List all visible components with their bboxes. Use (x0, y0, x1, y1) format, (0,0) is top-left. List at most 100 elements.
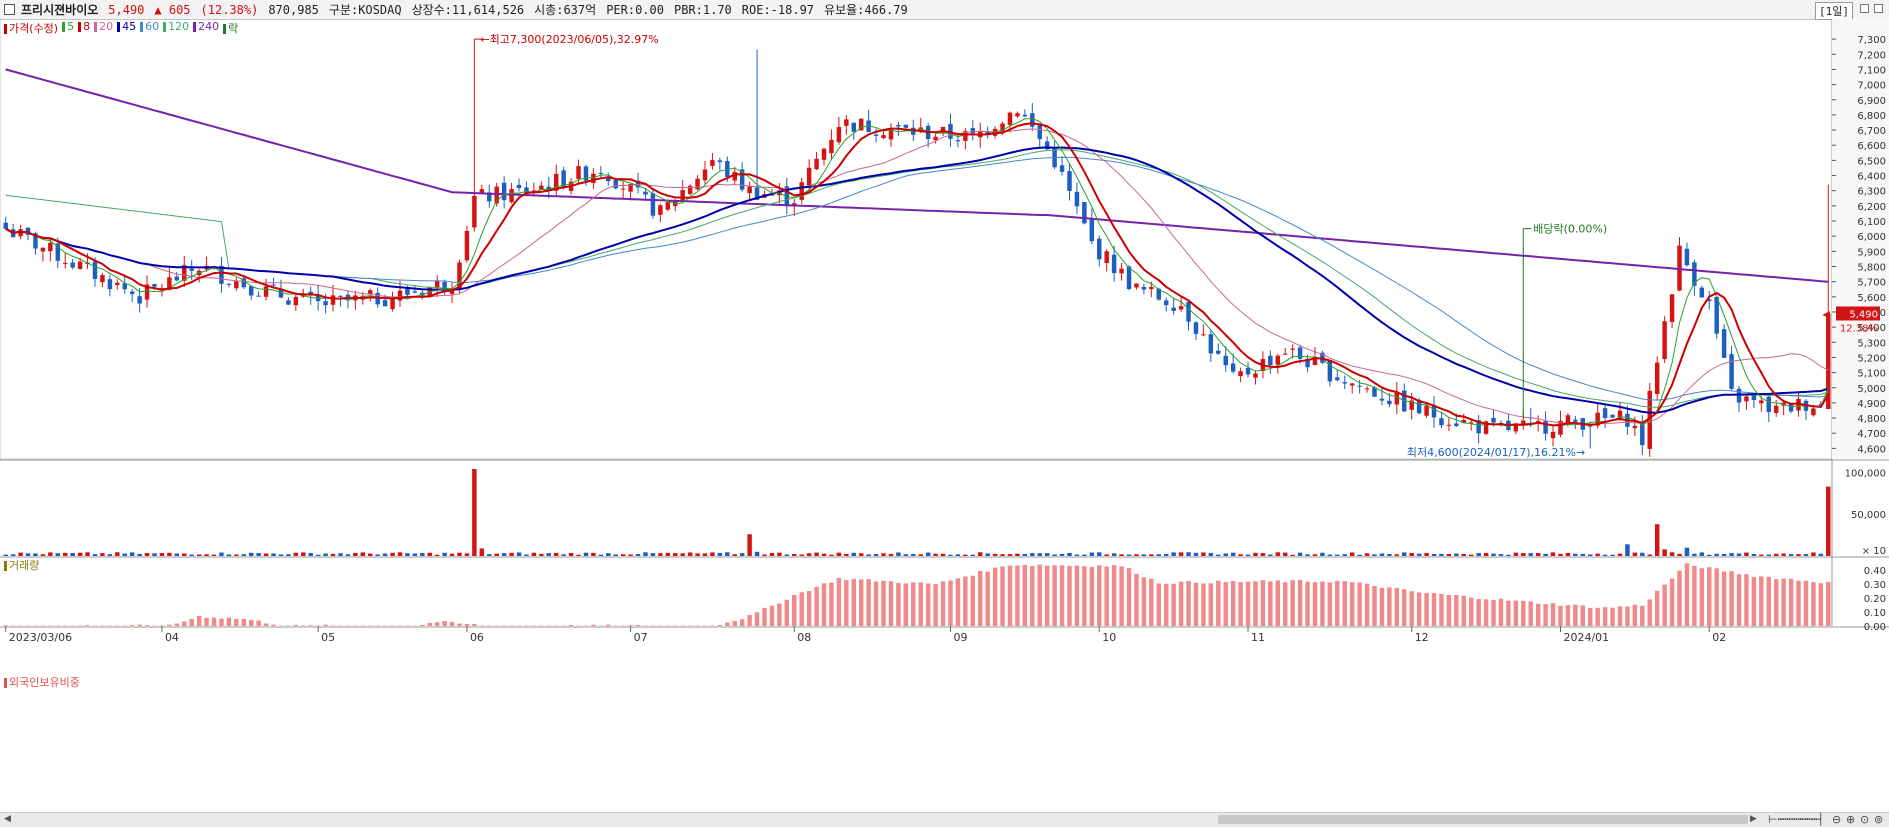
maximize-icon[interactable] (1874, 4, 1883, 13)
volume-bar (1714, 554, 1718, 556)
candle-body (472, 196, 476, 227)
volume-bar (85, 552, 89, 556)
volume-bar (494, 554, 498, 556)
volume-bar (1127, 555, 1131, 556)
ma-60-line (6, 157, 1829, 400)
candle-body (1149, 287, 1153, 289)
volume-bar (978, 552, 982, 556)
foreign-bar (1268, 581, 1272, 626)
zoom-slider[interactable]: ⊢┅┅┅┅┅┅┤ (1768, 813, 1824, 826)
foreign-bar (294, 625, 298, 626)
price-change: ▲ 605 (154, 3, 190, 17)
candle-body (435, 281, 439, 288)
volume-bar (695, 553, 699, 556)
foreign-bar (1774, 579, 1778, 626)
horizontal-scrollbar[interactable]: ◀ ▶ ⊢┅┅┅┅┅┅┤ ⊖ ⊕ ⊙ ⊚ (0, 812, 1889, 827)
price-tick-label: 4,700 (1857, 429, 1886, 440)
volume-bar (1157, 554, 1161, 556)
volume-title-text: 거래량 (9, 559, 39, 572)
volume-unit-label: × 10 (1862, 546, 1886, 557)
foreign-bar (167, 625, 171, 626)
zoom-fit-icon[interactable]: ⊚ (1874, 813, 1883, 826)
volume-bar (911, 554, 915, 556)
foreign-bar (740, 619, 744, 626)
scroll-right-icon[interactable]: ▶ (1750, 814, 1757, 824)
volume-bar (1357, 555, 1361, 556)
candle-body (517, 185, 521, 188)
foreign-bar (911, 582, 915, 626)
candle-body (643, 192, 647, 195)
volume-bar (599, 555, 603, 556)
candle-body (1097, 239, 1101, 260)
volume-bar (1744, 553, 1748, 556)
foreign-bar (1045, 566, 1049, 626)
select-checkbox[interactable] (4, 4, 15, 15)
volume-bar (859, 553, 863, 556)
foreign-bar (1662, 585, 1666, 626)
foreign-bar (866, 579, 870, 626)
volume-bar (1246, 555, 1250, 556)
foreign-bar (1826, 582, 1830, 626)
volume-bar (1685, 548, 1689, 556)
scroll-left-icon[interactable]: ◀ (4, 814, 11, 824)
scroll-thumb[interactable] (1218, 815, 1748, 824)
zoom-in-icon[interactable]: ⊕ (1846, 813, 1855, 826)
foreign-bar (1023, 565, 1027, 626)
volume-bar (56, 553, 60, 556)
candle-body (1685, 249, 1689, 265)
volume-bar (279, 554, 283, 556)
volume-bar (1030, 553, 1034, 556)
zoom-out-icon[interactable]: ⊖ (1832, 813, 1841, 826)
foreign-bar (993, 568, 997, 626)
zoom-reset-icon[interactable]: ⊙ (1860, 813, 1869, 826)
foreign-bar (1142, 577, 1146, 626)
volume-bar (1023, 554, 1027, 556)
candle-body (1179, 306, 1183, 309)
month-label: 10 (1102, 631, 1116, 644)
volume-bar (1238, 554, 1242, 556)
volume-bar (1075, 555, 1079, 556)
volume-bar (457, 553, 461, 556)
price-tick-label: 6,700 (1857, 126, 1886, 137)
candle-body (1075, 192, 1079, 207)
foreign-bar (256, 620, 260, 626)
volume-bar (651, 553, 655, 556)
price-tick-label: 5,100 (1857, 369, 1886, 380)
volume-bar (1194, 553, 1198, 556)
candle-body (933, 137, 937, 140)
foreign-bar (933, 584, 937, 626)
foreign-bar (844, 580, 848, 626)
foreign-bar (242, 619, 246, 626)
foreign-bar (1067, 566, 1071, 626)
candle-body (539, 186, 543, 190)
volume-bar (502, 553, 506, 556)
foreign-bar (1588, 608, 1592, 626)
candle-body (1231, 364, 1235, 372)
volume-bar (1372, 554, 1376, 556)
minimize-icon[interactable] (1860, 4, 1869, 13)
volume-bar (41, 554, 45, 556)
foreign-bar (1729, 571, 1733, 626)
candle-body (108, 279, 112, 289)
price-tick-label: 6,900 (1857, 96, 1886, 107)
candle-body (175, 277, 179, 281)
foreign-bar (1119, 566, 1123, 626)
price-tick-label: 6,800 (1857, 111, 1886, 122)
price-tick-label: 5,800 (1857, 262, 1886, 273)
foreign-bar (1008, 566, 1012, 626)
foreign-bar (1707, 567, 1711, 626)
candle-body (264, 286, 268, 296)
foreign-bar (1097, 565, 1101, 626)
foreign-bar (1722, 572, 1726, 626)
volume-bar (1290, 555, 1294, 556)
foreign-bar (1700, 568, 1704, 626)
timeframe-selector[interactable]: [1일] (1815, 2, 1853, 20)
volume-bar (762, 554, 766, 556)
foreign-bar (234, 619, 238, 626)
price-tick-label: 6,400 (1857, 172, 1886, 183)
volume-bar (1268, 554, 1272, 556)
volume-bar (219, 553, 223, 556)
candle-body (152, 284, 156, 287)
candle-body (1008, 113, 1012, 125)
foreign-bar (1253, 581, 1257, 626)
